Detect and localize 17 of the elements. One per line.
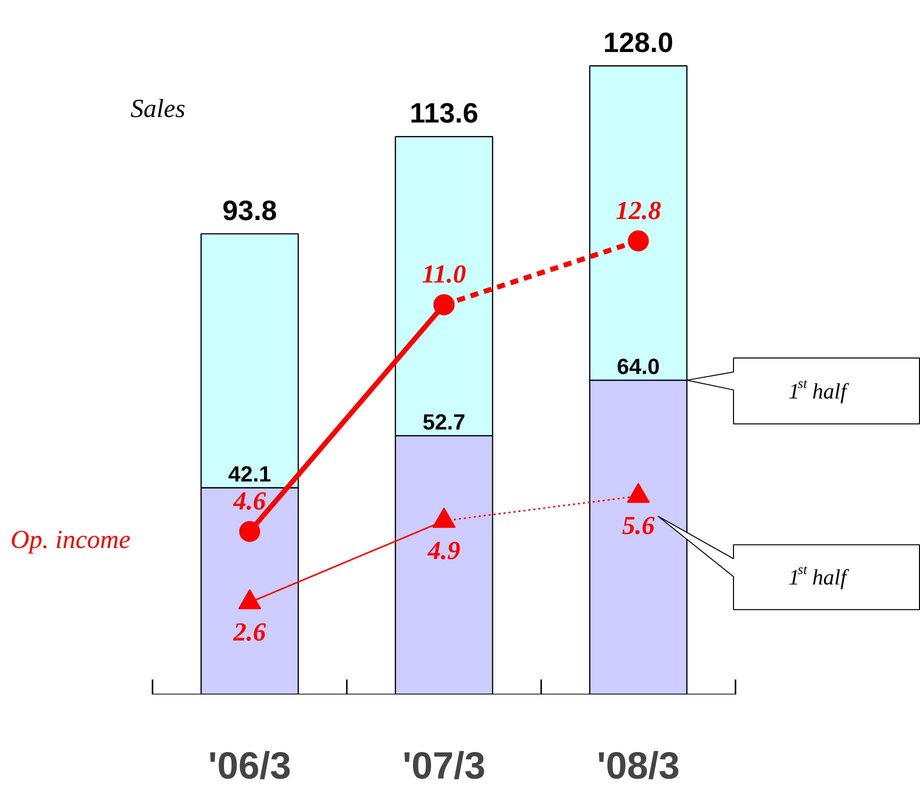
data-label: 5.6: [622, 511, 655, 540]
data-label: 42.1: [228, 462, 272, 487]
data-label: 2.6: [232, 617, 266, 646]
data-label: 4.9: [426, 536, 460, 565]
total-label: 113.6: [410, 98, 478, 129]
data-label: 52.7: [422, 410, 466, 435]
annotation: Sales: [130, 94, 186, 123]
data-label: 12.8: [616, 196, 662, 225]
total-label: 93.8: [222, 194, 277, 226]
text: Op. income: [10, 525, 130, 554]
x-tick-label: '08/3: [596, 746, 680, 788]
data-label: 4.6: [232, 486, 266, 516]
x-tick-label: '07/3: [402, 746, 486, 788]
data-label: 11.0: [422, 260, 466, 289]
x-tick-label: '06/3: [208, 746, 292, 788]
total-label: 128.0: [603, 26, 674, 58]
data-label: 64.0: [616, 354, 660, 380]
